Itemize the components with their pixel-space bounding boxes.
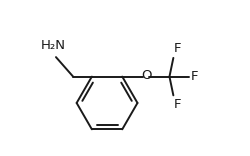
Text: F: F (190, 70, 198, 83)
Text: O: O (141, 69, 151, 82)
Text: H₂N: H₂N (41, 39, 66, 52)
Text: F: F (174, 98, 182, 111)
Text: F: F (174, 42, 182, 55)
